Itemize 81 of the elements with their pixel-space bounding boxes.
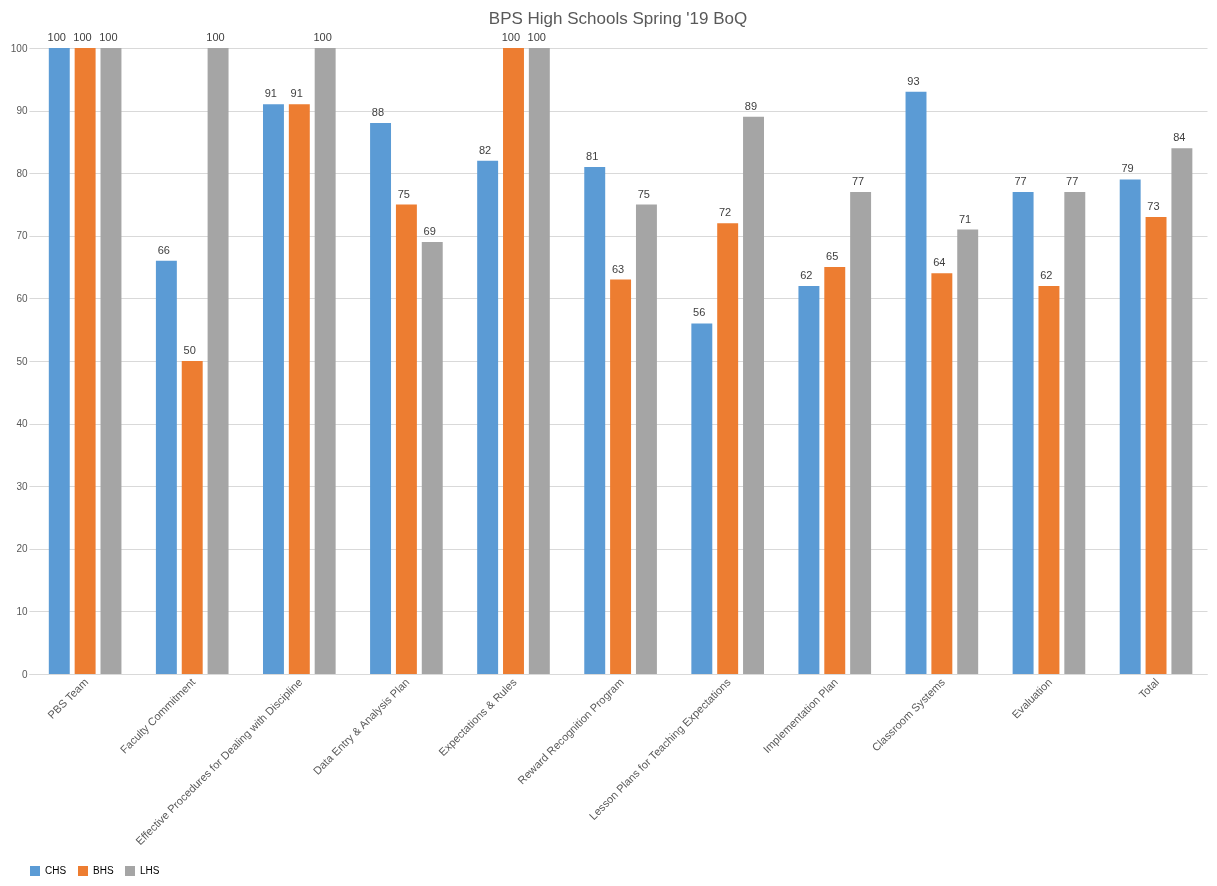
data-label: 72 bbox=[718, 206, 732, 219]
bar bbox=[288, 104, 310, 674]
bar bbox=[421, 242, 443, 674]
bar bbox=[824, 267, 846, 674]
y-tick-label: 90 bbox=[16, 105, 28, 117]
bar bbox=[798, 285, 820, 674]
y-tick-label: 0 bbox=[21, 668, 28, 680]
bar bbox=[931, 273, 953, 674]
data-label: 100 bbox=[313, 31, 332, 43]
bar bbox=[314, 48, 336, 674]
bar bbox=[610, 279, 632, 674]
bar bbox=[100, 48, 122, 674]
bar bbox=[1171, 148, 1193, 674]
bar bbox=[1012, 191, 1034, 674]
bar bbox=[503, 48, 524, 674]
data-label: 71 bbox=[959, 212, 972, 225]
bar bbox=[74, 48, 96, 674]
bar bbox=[370, 123, 392, 674]
legend-label: BHS bbox=[93, 865, 114, 876]
data-label: 75 bbox=[397, 187, 410, 200]
data-label: 65 bbox=[826, 250, 839, 263]
y-tick-label: 20 bbox=[16, 543, 28, 555]
bar bbox=[717, 223, 739, 674]
data-label: 50 bbox=[183, 344, 196, 356]
bar bbox=[1064, 191, 1086, 674]
data-label: 100 bbox=[501, 31, 521, 43]
bar bbox=[850, 191, 872, 674]
data-label: 91 bbox=[290, 87, 303, 100]
bar bbox=[395, 204, 417, 674]
data-label: 91 bbox=[264, 87, 277, 100]
data-label: 77 bbox=[1066, 174, 1079, 187]
bar bbox=[181, 361, 203, 674]
data-label: 100 bbox=[527, 31, 546, 43]
bar bbox=[691, 323, 713, 674]
data-label: 77 bbox=[1014, 174, 1027, 187]
data-label: 100 bbox=[206, 31, 225, 43]
legend-label: CHS bbox=[45, 865, 67, 876]
data-label: 100 bbox=[73, 31, 92, 43]
y-tick-label: 50 bbox=[16, 355, 28, 367]
data-label: 62 bbox=[1040, 268, 1053, 281]
y-tick-label: 70 bbox=[16, 230, 28, 242]
data-label: 66 bbox=[157, 243, 170, 256]
data-label: 93 bbox=[907, 74, 920, 87]
bar bbox=[155, 260, 177, 674]
chart-title: BPS High Schools Spring '19 BoQ bbox=[488, 9, 748, 28]
data-label: 100 bbox=[47, 31, 66, 43]
y-tick-label: 100 bbox=[10, 42, 28, 54]
data-label: 69 bbox=[423, 225, 436, 238]
data-label: 100 bbox=[99, 31, 118, 43]
data-label: 84 bbox=[1173, 131, 1186, 144]
data-label: 63 bbox=[611, 262, 625, 275]
y-tick-label: 30 bbox=[16, 480, 28, 492]
data-label: 88 bbox=[371, 106, 385, 119]
legend-label: LHS bbox=[140, 865, 160, 876]
data-label: 79 bbox=[1121, 162, 1134, 175]
data-label: 75 bbox=[637, 187, 650, 200]
bar bbox=[584, 166, 606, 674]
y-tick-label: 10 bbox=[16, 605, 28, 617]
data-label: 56 bbox=[693, 306, 706, 319]
bar bbox=[477, 160, 499, 674]
bar bbox=[48, 48, 70, 674]
data-label: 64 bbox=[933, 256, 946, 269]
bar bbox=[905, 91, 927, 674]
y-tick-label: 60 bbox=[16, 292, 28, 304]
bar bbox=[1119, 179, 1141, 674]
y-tick-label: 80 bbox=[16, 167, 28, 179]
bar bbox=[957, 229, 979, 674]
bar bbox=[528, 48, 550, 674]
data-label: 62 bbox=[800, 268, 813, 281]
data-label: 77 bbox=[851, 174, 865, 187]
data-label: 89 bbox=[744, 99, 758, 112]
bar bbox=[743, 116, 764, 674]
bar bbox=[635, 204, 657, 674]
data-label: 82 bbox=[478, 143, 492, 156]
data-label: 81 bbox=[586, 149, 599, 162]
y-tick-label: 40 bbox=[16, 418, 28, 430]
bar bbox=[262, 104, 284, 674]
bar bbox=[1145, 217, 1167, 674]
bar bbox=[207, 48, 229, 674]
data-label: 73 bbox=[1147, 200, 1160, 213]
bar bbox=[1038, 285, 1060, 674]
